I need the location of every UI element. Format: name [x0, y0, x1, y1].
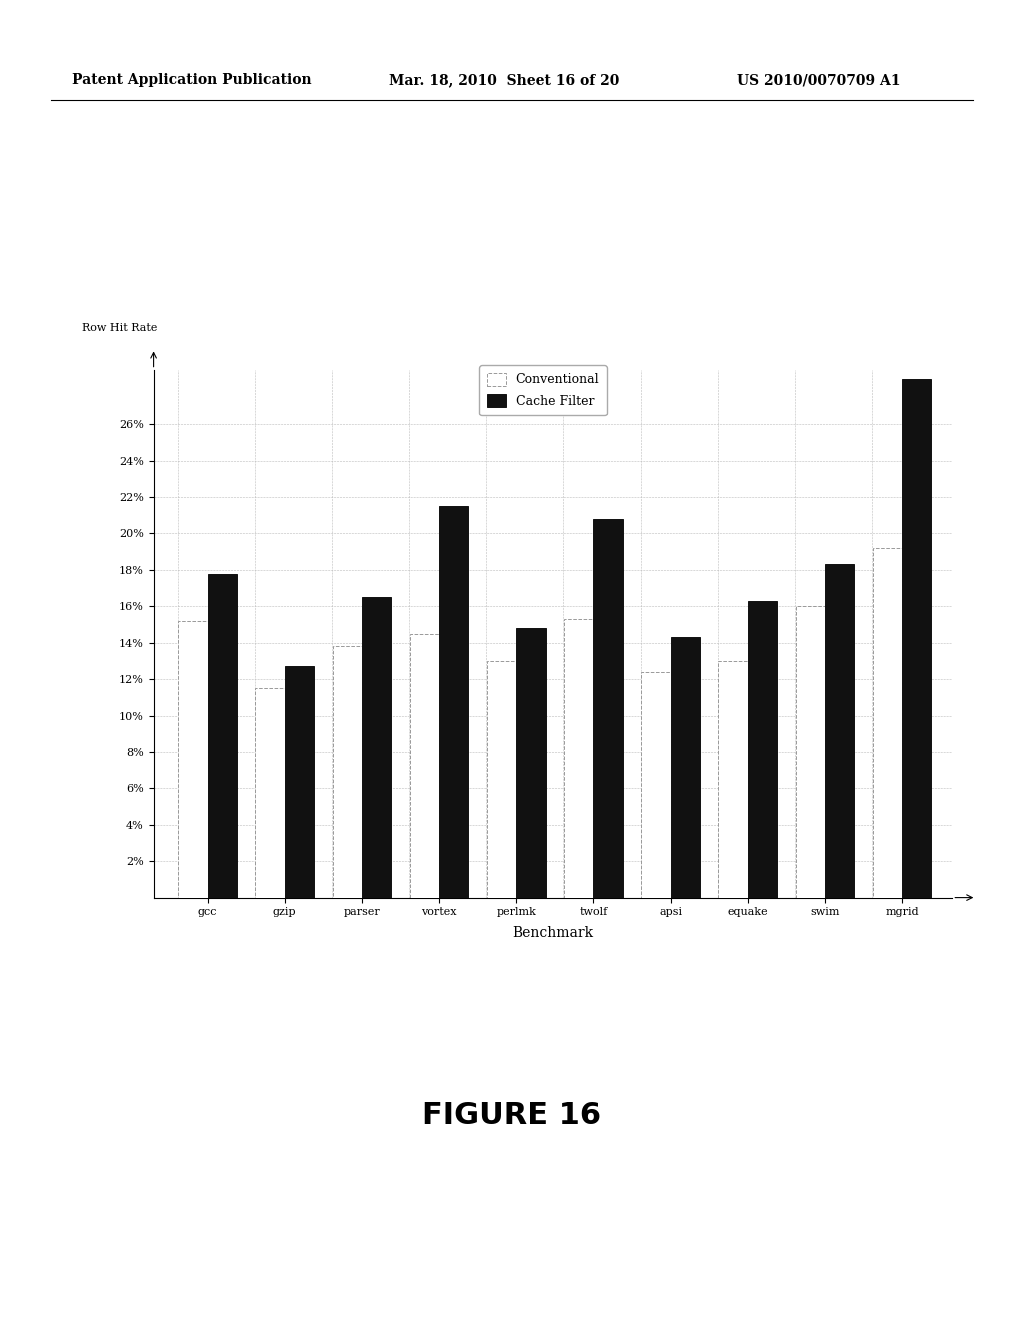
Bar: [333, 647, 361, 898]
Text: Row Hit Rate: Row Hit Rate: [82, 322, 157, 333]
Text: FIGURE 16: FIGURE 16: [423, 1101, 601, 1130]
Bar: [285, 667, 314, 898]
Legend: Conventional, Cache Filter: Conventional, Cache Filter: [479, 366, 606, 414]
Bar: [872, 548, 902, 898]
Bar: [208, 573, 237, 898]
Bar: [719, 661, 748, 898]
Text: US 2010/0070709 A1: US 2010/0070709 A1: [737, 73, 901, 87]
Bar: [516, 628, 546, 898]
Bar: [641, 672, 671, 898]
Text: Patent Application Publication: Patent Application Publication: [72, 73, 311, 87]
X-axis label: Benchmark: Benchmark: [512, 925, 594, 940]
Bar: [487, 661, 516, 898]
Bar: [255, 688, 285, 898]
Bar: [410, 634, 439, 898]
Bar: [902, 379, 932, 898]
Bar: [594, 519, 623, 898]
Bar: [796, 606, 825, 898]
Bar: [671, 638, 700, 898]
Bar: [748, 601, 777, 898]
Bar: [439, 506, 468, 898]
Bar: [178, 620, 208, 898]
Bar: [825, 565, 854, 898]
Text: Mar. 18, 2010  Sheet 16 of 20: Mar. 18, 2010 Sheet 16 of 20: [389, 73, 620, 87]
Bar: [361, 597, 391, 898]
Bar: [564, 619, 594, 898]
